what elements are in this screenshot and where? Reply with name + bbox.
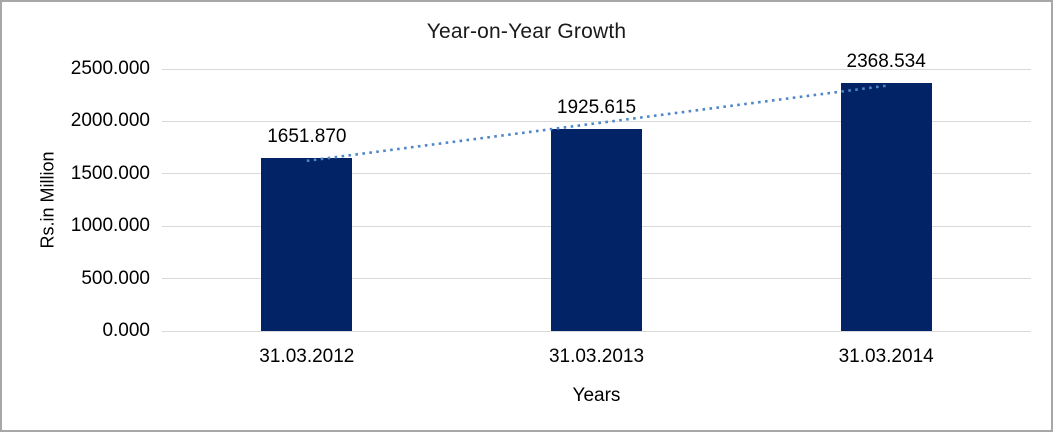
gridline xyxy=(162,330,1031,332)
y-tick-label: 1000.000 xyxy=(70,215,150,237)
bar-value-label: 2368.534 xyxy=(846,50,926,72)
gridline xyxy=(162,68,1031,70)
bar xyxy=(261,157,353,331)
y-tick-label: 2000.000 xyxy=(70,110,150,132)
bar-value-label: 1925.615 xyxy=(556,97,637,119)
y-tick-label: 0.000 xyxy=(102,320,150,341)
bar xyxy=(840,82,932,331)
x-category-label: 31.03.2014 xyxy=(838,346,934,367)
bar xyxy=(551,129,642,331)
y-tick-label: 1500.000 xyxy=(70,162,150,184)
y-tick-label: 2500.000 xyxy=(70,58,150,79)
x-axis-title: Years xyxy=(572,385,621,406)
x-category-label: 31.03.2012 xyxy=(259,346,355,367)
y-tick-label: 500.000 xyxy=(81,267,150,289)
plot-area: 1651.870 1925.615 2368.534 xyxy=(162,51,1031,332)
x-category-label: 31.03.2013 xyxy=(548,346,645,367)
chart-title: Year-on-Year Growth xyxy=(426,20,627,43)
bar-value-label: 1651.870 xyxy=(267,125,347,147)
